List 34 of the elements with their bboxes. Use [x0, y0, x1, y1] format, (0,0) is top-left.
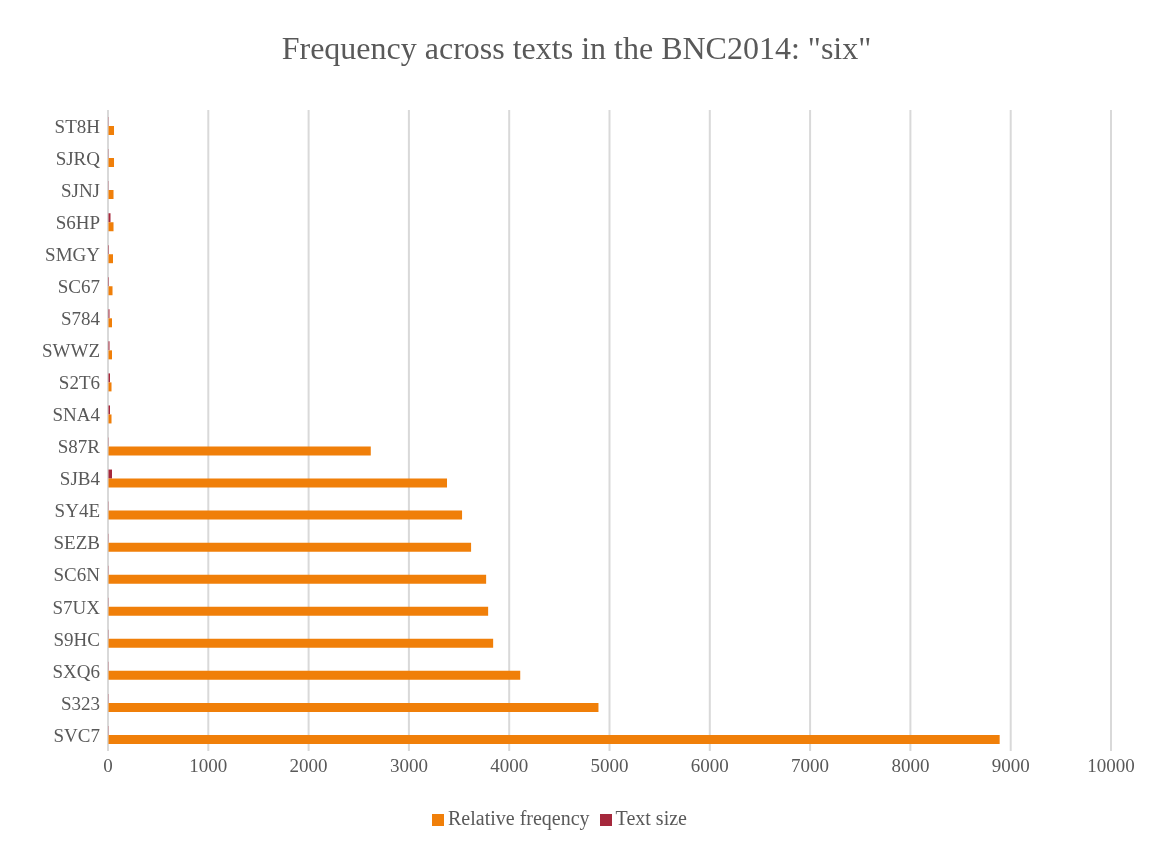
x-tick-label: 10000 [1087, 755, 1135, 777]
x-tick-label: 4000 [490, 755, 529, 777]
y-tick-label: S784 [60, 308, 101, 330]
y-tick-label: SVC7 [53, 724, 100, 746]
y-tick-label: SWWZ [41, 340, 100, 362]
y-tick-label: SXQ6 [52, 660, 100, 682]
y-tick-label: SJB4 [59, 468, 101, 490]
x-tick-label: 8000 [891, 755, 930, 777]
x-tick-label: 9000 [991, 755, 1030, 777]
x-tick-label: 5000 [590, 755, 629, 777]
legend-label: Relative freqency [448, 807, 590, 829]
y-tick-label: S6HP [55, 211, 100, 233]
x-tick-label: 2000 [289, 755, 328, 777]
y-tick-label: ST8H [54, 115, 101, 137]
y-tick-label: SC67 [57, 276, 100, 298]
y-tick-label: SMGY [45, 243, 101, 265]
y-tick-label: S7UX [52, 596, 101, 618]
y-tick-label: S9HC [53, 628, 100, 650]
chart-title: Frequency across texts in the BNC2014: "six" [280, 29, 873, 68]
x-tick-label: 1000 [189, 755, 228, 777]
x-tick-label: 0 [103, 755, 113, 777]
y-tick-label: SJRQ [55, 147, 101, 169]
y-tick-label: SJNJ [60, 179, 100, 201]
y-tick-label: SC6N [53, 564, 101, 586]
y-tick-label: SNA4 [52, 404, 101, 426]
y-tick-label: S87R [57, 436, 101, 458]
y-tick-label: SY4E [54, 500, 100, 522]
y-tick-label: SEZB [53, 532, 100, 554]
y-tick-label: S323 [60, 692, 100, 714]
y-tick-label: S2T6 [58, 372, 100, 394]
x-tick-label: 6000 [690, 755, 729, 777]
x-tick-label: 7000 [791, 755, 830, 777]
legend-label: Text size [615, 807, 687, 829]
x-tick-label: 3000 [389, 755, 428, 777]
